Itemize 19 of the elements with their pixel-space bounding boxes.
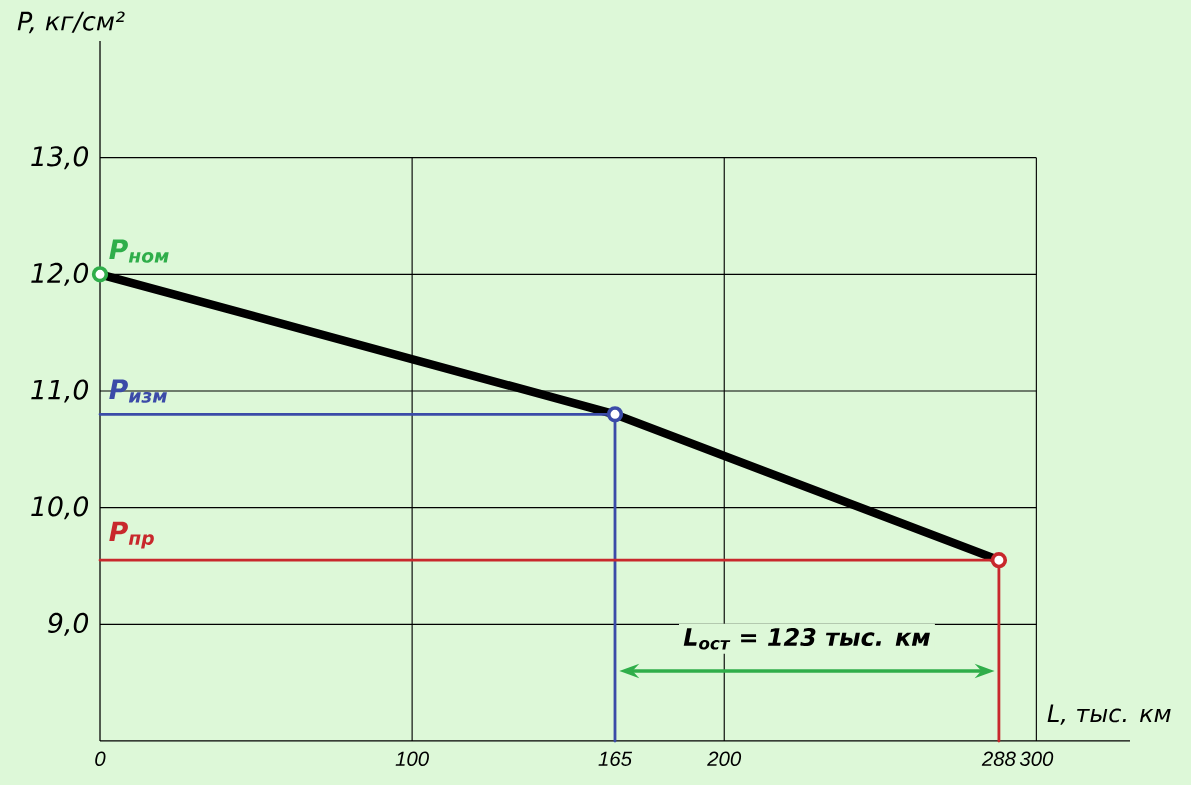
y-axis-title: P, кг/см² [17, 11, 125, 34]
y-tick-label: 12,0 [31, 262, 89, 286]
y-tick-label: 9,0 [48, 612, 89, 636]
y-tick-label: 10,0 [31, 496, 89, 520]
x-tick-label: 165 [598, 751, 633, 767]
x-axis-title: L, тыс. км [1047, 704, 1171, 725]
annotation: P$_{ном}$ [109, 239, 169, 263]
annotation: P$_{пр}$ [109, 521, 154, 549]
point [91, 266, 109, 283]
x-tick-label: 100 [395, 751, 429, 767]
x-tick-label: 300 [1019, 751, 1054, 767]
y-tick-label: 11,0 [31, 379, 89, 403]
point [606, 406, 624, 423]
annotation: L$_{ост}$ = 123 тыс. км [683, 627, 930, 650]
point [990, 552, 1008, 569]
x-tick-label: 288 [981, 751, 1016, 767]
x-tick-label: 200 [707, 751, 742, 767]
y-tick-label: 13,0 [31, 146, 89, 170]
x-tick-label: 0 [95, 751, 106, 767]
